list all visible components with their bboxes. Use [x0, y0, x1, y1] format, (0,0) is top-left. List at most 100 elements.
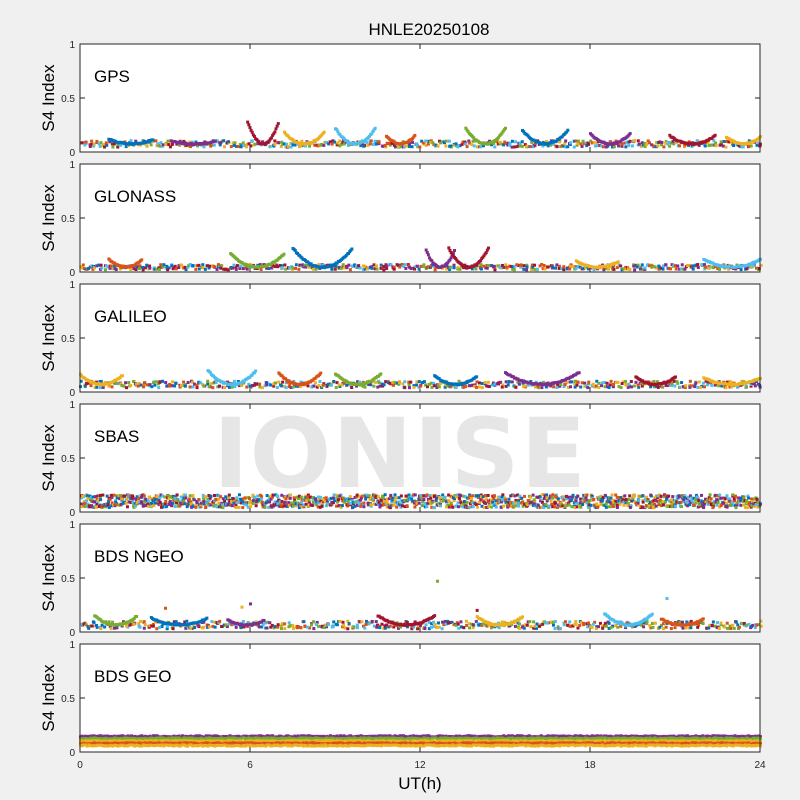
data-point [245, 267, 249, 271]
data-point [185, 502, 189, 506]
data-point [523, 502, 527, 506]
data-point [611, 385, 615, 389]
data-point [732, 497, 736, 501]
data-point [490, 143, 494, 147]
data-point [479, 145, 483, 149]
data-point [617, 385, 621, 389]
data-point [479, 493, 483, 497]
data-point [613, 502, 617, 506]
y-tick-label: 1 [69, 40, 75, 51]
data-point [575, 143, 579, 147]
data-point [297, 506, 301, 510]
data-point [358, 620, 362, 624]
data-point [596, 625, 600, 629]
data-point [471, 626, 475, 630]
data-point [382, 499, 386, 503]
data-point [753, 382, 757, 386]
data-point [357, 500, 361, 504]
data-point [88, 498, 92, 502]
data-point [274, 381, 278, 385]
data-point [363, 267, 367, 271]
data-point [110, 142, 114, 146]
data-point [137, 500, 141, 504]
data-point [411, 140, 415, 144]
data-point [605, 266, 609, 270]
data-point [546, 265, 550, 269]
data-point [306, 493, 310, 497]
data-point [207, 266, 211, 270]
data-point [400, 504, 404, 508]
data-point [364, 619, 368, 623]
data-point [717, 626, 721, 630]
data-point [284, 497, 288, 501]
data-point [668, 144, 672, 148]
data-point [743, 499, 747, 503]
data-point [405, 504, 409, 508]
data-point [90, 504, 94, 508]
data-point [331, 496, 335, 500]
data-point [611, 498, 615, 502]
data-point [363, 265, 367, 269]
data-point [571, 493, 575, 497]
data-point [267, 505, 271, 509]
data-point [148, 264, 152, 268]
data-point [667, 267, 671, 271]
data-point [502, 620, 506, 624]
panel-plot-area [80, 44, 760, 152]
data-point [507, 497, 511, 501]
data-point [564, 139, 568, 143]
data-point [745, 267, 749, 271]
data-point [281, 142, 285, 146]
data-point [294, 502, 298, 506]
data-point [456, 145, 460, 149]
data-point [657, 267, 661, 271]
data-point [585, 622, 589, 626]
data-point [568, 141, 572, 145]
data-point [576, 139, 580, 143]
data-point [318, 495, 322, 499]
data-point [413, 133, 417, 137]
data-point [565, 494, 569, 498]
data-point [282, 504, 286, 508]
data-point [174, 620, 178, 624]
data-point [619, 386, 623, 390]
data-point [80, 141, 84, 145]
data-point [236, 144, 240, 148]
data-point [448, 505, 452, 509]
data-point [423, 505, 427, 509]
data-point [88, 143, 92, 147]
data-point [449, 250, 453, 254]
data-point [737, 625, 741, 629]
data-point [300, 498, 304, 502]
data-point [120, 383, 124, 387]
data-point [601, 496, 605, 500]
data-point [555, 385, 559, 389]
data-point [578, 265, 582, 269]
data-point [512, 268, 516, 272]
data-point [465, 128, 469, 132]
data-point [350, 386, 354, 390]
data-point [278, 263, 282, 267]
data-point [125, 386, 129, 390]
data-point [112, 503, 116, 507]
data-point [380, 622, 384, 626]
data-point [110, 493, 114, 497]
data-point [258, 385, 262, 389]
data-point [148, 383, 152, 387]
data-point [507, 501, 511, 505]
data-point [552, 385, 556, 389]
data-point [551, 620, 555, 624]
data-point [227, 622, 231, 626]
data-point [311, 140, 315, 144]
data-point [189, 145, 193, 149]
data-point [250, 373, 254, 377]
data-point [98, 144, 102, 148]
data-point [355, 626, 359, 630]
data-point [399, 625, 403, 629]
data-point [81, 494, 85, 498]
data-point [276, 122, 280, 126]
data-point [516, 621, 520, 625]
data-point [679, 267, 683, 271]
data-point [403, 263, 407, 267]
data-point [642, 620, 646, 624]
